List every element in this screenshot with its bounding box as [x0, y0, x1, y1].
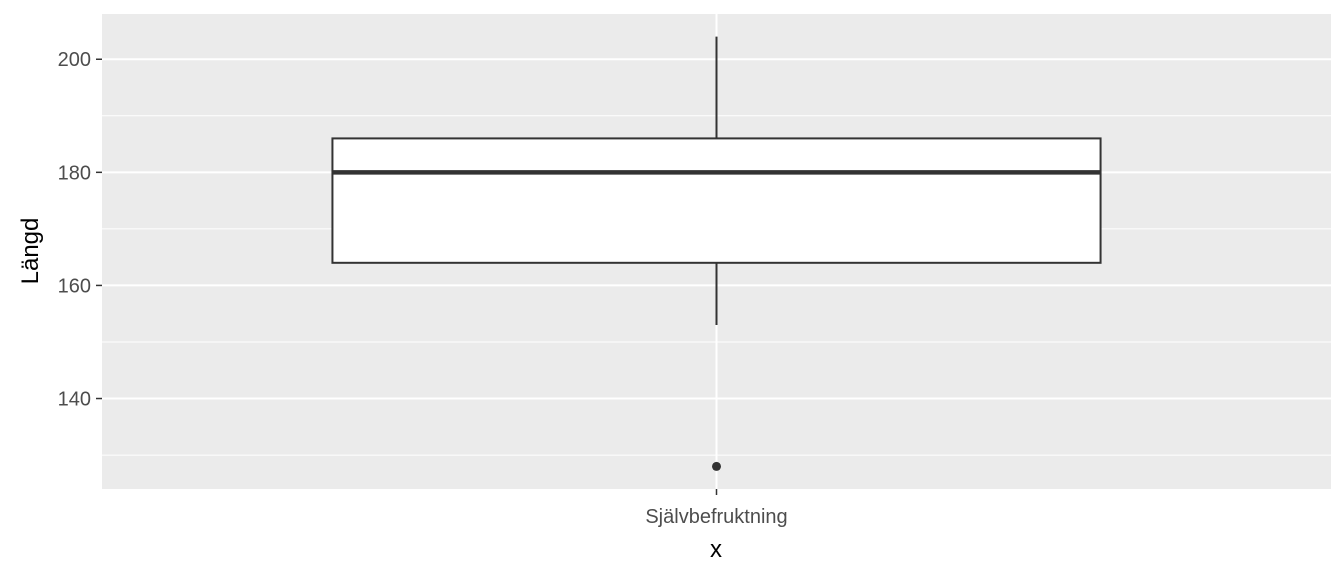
- y-axis: 140 160 180 200: [58, 49, 102, 411]
- x-tick-label: Självbefruktning: [645, 506, 787, 528]
- x-axis-title: x: [710, 536, 722, 563]
- x-axis: Självbefruktning: [645, 489, 788, 528]
- y-axis-title: Längd: [17, 218, 44, 285]
- y-tick-label: 200: [58, 49, 91, 71]
- box-layer: [331, 36, 1102, 471]
- outlier-point: [712, 461, 721, 471]
- y-tick-label: 160: [58, 275, 91, 297]
- box-iqr: [331, 137, 1102, 264]
- y-tick-label: 180: [58, 162, 91, 184]
- y-tick-label: 140: [58, 389, 91, 411]
